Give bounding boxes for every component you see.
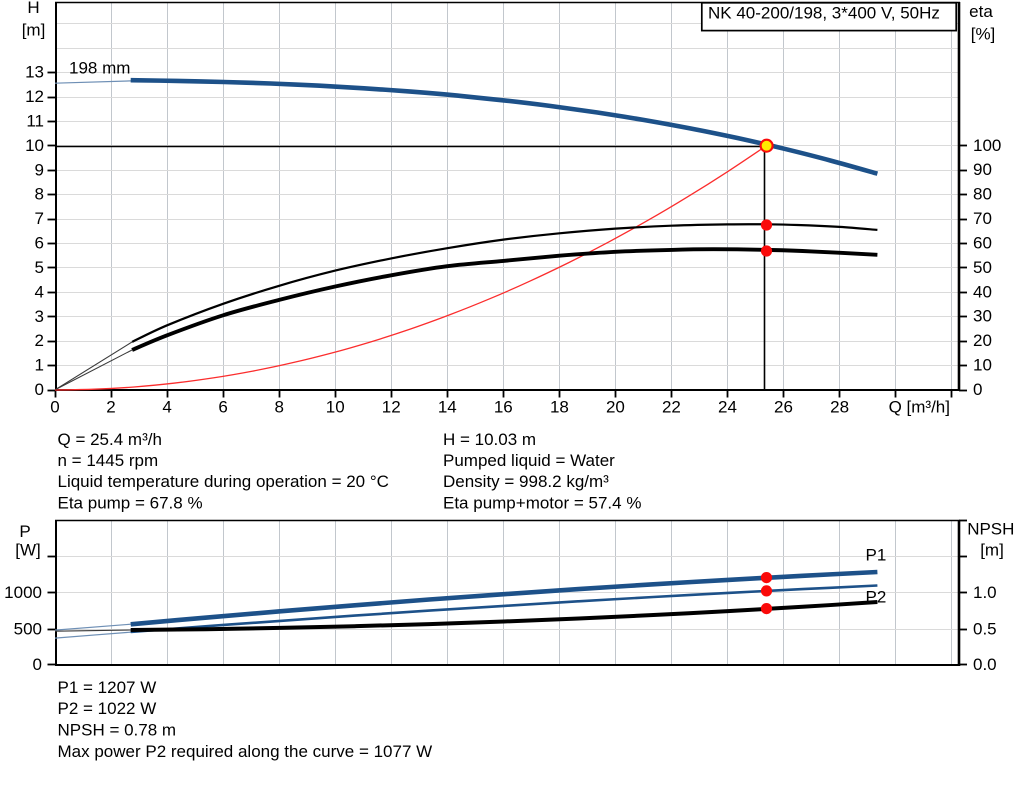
svg-text:30: 30 (973, 307, 992, 326)
svg-text:20: 20 (973, 331, 992, 350)
svg-text:8: 8 (274, 397, 283, 416)
svg-text:16: 16 (494, 397, 513, 416)
svg-text:Liquid temperature during oper: Liquid temperature during operation = 20… (58, 472, 389, 491)
svg-text:0: 0 (35, 380, 44, 399)
svg-text:24: 24 (718, 397, 737, 416)
svg-text:5: 5 (35, 258, 44, 277)
svg-text:P2 = 1022 W: P2 = 1022 W (58, 699, 157, 718)
svg-text:12: 12 (382, 397, 401, 416)
svg-text:Max power P2 required along th: Max power P2 required along the curve = … (58, 742, 433, 761)
svg-text:n = 1445 rpm: n = 1445 rpm (58, 451, 159, 470)
svg-text:6: 6 (218, 397, 227, 416)
svg-text:[m]: [m] (22, 20, 46, 39)
svg-text:Q [m³/h]: Q [m³/h] (889, 397, 950, 416)
svg-text:13: 13 (25, 63, 44, 82)
svg-text:NPSH = 0.78 m: NPSH = 0.78 m (58, 721, 177, 740)
svg-text:90: 90 (973, 160, 992, 179)
svg-text:NK 40-200/198, 3*400 V, 50Hz: NK 40-200/198, 3*400 V, 50Hz (708, 3, 940, 22)
svg-text:4: 4 (162, 397, 171, 416)
svg-text:Eta pump+motor = 57.4 %: Eta pump+motor = 57.4 % (443, 493, 641, 512)
svg-text:0: 0 (33, 655, 42, 674)
svg-text:40: 40 (973, 282, 992, 301)
svg-text:28: 28 (830, 397, 849, 416)
svg-text:H = 10.03 m: H = 10.03 m (443, 430, 536, 449)
svg-text:P1 = 1207 W: P1 = 1207 W (58, 678, 157, 697)
svg-text:10: 10 (25, 136, 44, 155)
svg-text:12: 12 (25, 87, 44, 106)
svg-text:eta: eta (969, 2, 993, 21)
svg-text:1: 1 (35, 356, 44, 375)
svg-text:70: 70 (973, 209, 992, 228)
svg-text:Q = 25.4 m³/h: Q = 25.4 m³/h (58, 430, 162, 449)
svg-text:3: 3 (35, 307, 44, 326)
svg-text:14: 14 (438, 397, 457, 416)
svg-text:[W]: [W] (15, 541, 41, 560)
svg-text:0: 0 (50, 397, 59, 416)
svg-text:Pumped liquid = Water: Pumped liquid = Water (443, 451, 615, 470)
svg-text:0: 0 (973, 380, 982, 399)
svg-text:1.0: 1.0 (973, 583, 997, 602)
svg-text:Eta pump = 67.8 %: Eta pump = 67.8 % (58, 493, 203, 512)
svg-text:18: 18 (550, 397, 569, 416)
svg-text:[%]: [%] (971, 24, 996, 43)
svg-text:NPSH: NPSH (967, 520, 1014, 539)
svg-text:4: 4 (35, 282, 44, 301)
svg-text:20: 20 (606, 397, 625, 416)
svg-text:P: P (19, 522, 30, 541)
svg-text:11: 11 (26, 112, 44, 131)
svg-text:7: 7 (35, 209, 44, 228)
svg-text:0.0: 0.0 (973, 655, 997, 674)
svg-text:60: 60 (973, 233, 992, 252)
svg-text:Density = 998.2 kg/m³: Density = 998.2 kg/m³ (443, 472, 609, 491)
svg-text:100: 100 (973, 136, 1001, 155)
svg-text:1000: 1000 (4, 583, 42, 602)
svg-text:0.5: 0.5 (973, 619, 997, 638)
svg-text:P2: P2 (866, 587, 887, 606)
svg-text:8: 8 (35, 185, 44, 204)
svg-text:10: 10 (973, 356, 992, 375)
svg-text:9: 9 (35, 160, 44, 179)
svg-text:500: 500 (14, 619, 42, 638)
svg-text:H: H (27, 0, 39, 17)
svg-text:P1: P1 (866, 545, 887, 564)
svg-text:80: 80 (973, 185, 992, 204)
svg-text:6: 6 (35, 234, 44, 253)
svg-text:26: 26 (774, 397, 793, 416)
svg-text:2: 2 (106, 397, 115, 416)
svg-text:22: 22 (662, 397, 681, 416)
svg-text:2: 2 (35, 331, 44, 350)
svg-text:[m]: [m] (980, 541, 1004, 560)
svg-text:198 mm: 198 mm (69, 59, 130, 78)
svg-text:50: 50 (973, 258, 992, 277)
svg-text:10: 10 (326, 397, 345, 416)
